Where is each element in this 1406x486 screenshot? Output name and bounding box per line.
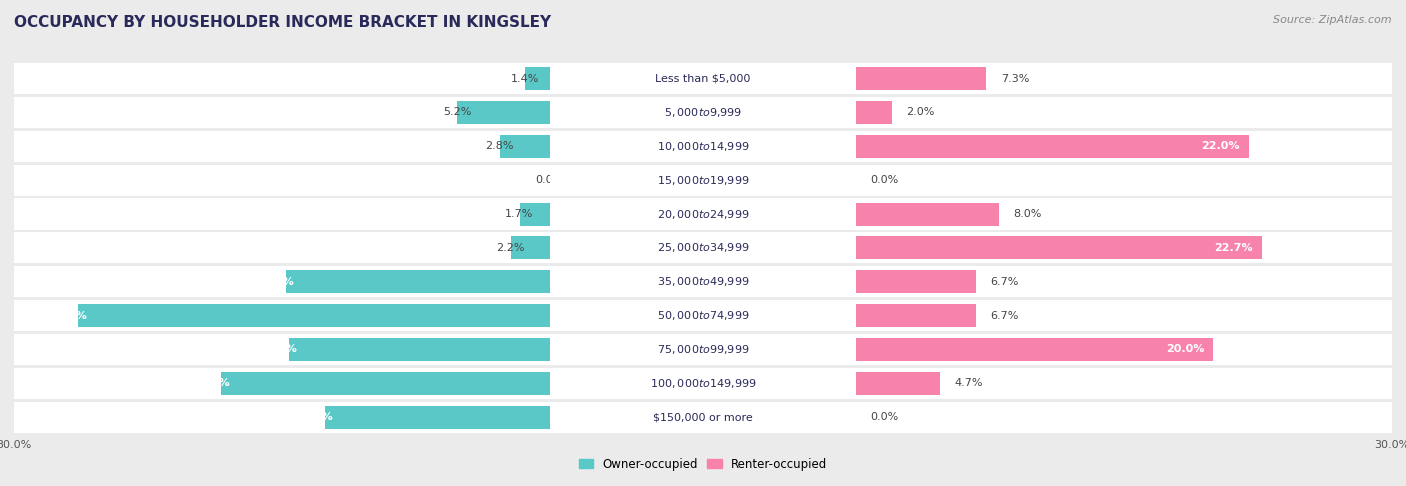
- Text: 7.3%: 7.3%: [1001, 73, 1029, 84]
- Bar: [79, 304, 550, 327]
- Text: 0.0%: 0.0%: [536, 175, 564, 185]
- FancyBboxPatch shape: [14, 63, 550, 94]
- FancyBboxPatch shape: [14, 334, 550, 365]
- Legend: Owner-occupied, Renter-occupied: Owner-occupied, Renter-occupied: [574, 453, 832, 475]
- Bar: [325, 406, 550, 429]
- Bar: [510, 236, 550, 260]
- FancyBboxPatch shape: [856, 232, 1392, 263]
- Bar: [524, 67, 550, 90]
- FancyBboxPatch shape: [856, 198, 1392, 229]
- FancyBboxPatch shape: [550, 165, 856, 196]
- FancyBboxPatch shape: [550, 97, 856, 128]
- Bar: [856, 236, 1261, 260]
- Text: $75,000 to $99,999: $75,000 to $99,999: [657, 343, 749, 356]
- Text: $35,000 to $49,999: $35,000 to $49,999: [657, 275, 749, 288]
- Bar: [856, 67, 987, 90]
- FancyBboxPatch shape: [856, 334, 1392, 365]
- Text: 14.6%: 14.6%: [259, 345, 298, 354]
- Text: 2.2%: 2.2%: [496, 243, 524, 253]
- Text: 18.4%: 18.4%: [191, 378, 231, 388]
- FancyBboxPatch shape: [550, 131, 856, 162]
- Text: 26.4%: 26.4%: [48, 311, 87, 321]
- Text: 20.0%: 20.0%: [1166, 345, 1205, 354]
- FancyBboxPatch shape: [856, 165, 1392, 196]
- FancyBboxPatch shape: [550, 266, 856, 297]
- Text: $100,000 to $149,999: $100,000 to $149,999: [650, 377, 756, 390]
- Text: 2.8%: 2.8%: [485, 141, 515, 151]
- Text: 6.7%: 6.7%: [990, 277, 1018, 287]
- FancyBboxPatch shape: [550, 198, 856, 229]
- Text: $25,000 to $34,999: $25,000 to $34,999: [657, 242, 749, 254]
- Bar: [856, 270, 976, 293]
- Text: 14.8%: 14.8%: [256, 277, 294, 287]
- FancyBboxPatch shape: [14, 198, 550, 229]
- Bar: [520, 203, 550, 226]
- Bar: [856, 338, 1213, 361]
- FancyBboxPatch shape: [14, 131, 550, 162]
- FancyBboxPatch shape: [856, 97, 1392, 128]
- Bar: [856, 304, 976, 327]
- Bar: [856, 101, 891, 124]
- FancyBboxPatch shape: [856, 63, 1392, 94]
- FancyBboxPatch shape: [14, 401, 550, 433]
- Text: $10,000 to $14,999: $10,000 to $14,999: [657, 140, 749, 153]
- Bar: [856, 372, 941, 395]
- Text: 2.0%: 2.0%: [905, 107, 935, 118]
- Text: 1.7%: 1.7%: [505, 209, 534, 219]
- Bar: [285, 270, 550, 293]
- Text: OCCUPANCY BY HOUSEHOLDER INCOME BRACKET IN KINGSLEY: OCCUPANCY BY HOUSEHOLDER INCOME BRACKET …: [14, 15, 551, 30]
- Text: 22.7%: 22.7%: [1213, 243, 1253, 253]
- Bar: [290, 338, 550, 361]
- FancyBboxPatch shape: [550, 232, 856, 263]
- FancyBboxPatch shape: [856, 368, 1392, 399]
- Text: 0.0%: 0.0%: [870, 175, 898, 185]
- FancyBboxPatch shape: [856, 131, 1392, 162]
- Text: $15,000 to $19,999: $15,000 to $19,999: [657, 174, 749, 187]
- Text: 5.2%: 5.2%: [443, 107, 471, 118]
- Bar: [457, 101, 550, 124]
- Text: $5,000 to $9,999: $5,000 to $9,999: [664, 106, 742, 119]
- Bar: [221, 372, 550, 395]
- FancyBboxPatch shape: [856, 300, 1392, 331]
- Text: 0.0%: 0.0%: [870, 412, 898, 422]
- Text: $20,000 to $24,999: $20,000 to $24,999: [657, 208, 749, 221]
- FancyBboxPatch shape: [856, 266, 1392, 297]
- FancyBboxPatch shape: [550, 300, 856, 331]
- FancyBboxPatch shape: [14, 232, 550, 263]
- Text: 22.0%: 22.0%: [1202, 141, 1240, 151]
- Text: 4.7%: 4.7%: [955, 378, 983, 388]
- FancyBboxPatch shape: [550, 63, 856, 94]
- FancyBboxPatch shape: [14, 300, 550, 331]
- Text: $50,000 to $74,999: $50,000 to $74,999: [657, 309, 749, 322]
- Bar: [856, 135, 1249, 158]
- Bar: [501, 135, 550, 158]
- Text: 1.4%: 1.4%: [510, 73, 538, 84]
- Text: 6.7%: 6.7%: [990, 311, 1018, 321]
- FancyBboxPatch shape: [856, 401, 1392, 433]
- FancyBboxPatch shape: [14, 165, 550, 196]
- Text: Source: ZipAtlas.com: Source: ZipAtlas.com: [1274, 15, 1392, 25]
- Text: Less than $5,000: Less than $5,000: [655, 73, 751, 84]
- Text: 12.6%: 12.6%: [295, 412, 333, 422]
- FancyBboxPatch shape: [550, 368, 856, 399]
- Text: 8.0%: 8.0%: [1014, 209, 1042, 219]
- FancyBboxPatch shape: [550, 334, 856, 365]
- FancyBboxPatch shape: [14, 97, 550, 128]
- FancyBboxPatch shape: [14, 368, 550, 399]
- Bar: [856, 203, 1000, 226]
- FancyBboxPatch shape: [550, 401, 856, 433]
- Text: $150,000 or more: $150,000 or more: [654, 412, 752, 422]
- FancyBboxPatch shape: [14, 266, 550, 297]
